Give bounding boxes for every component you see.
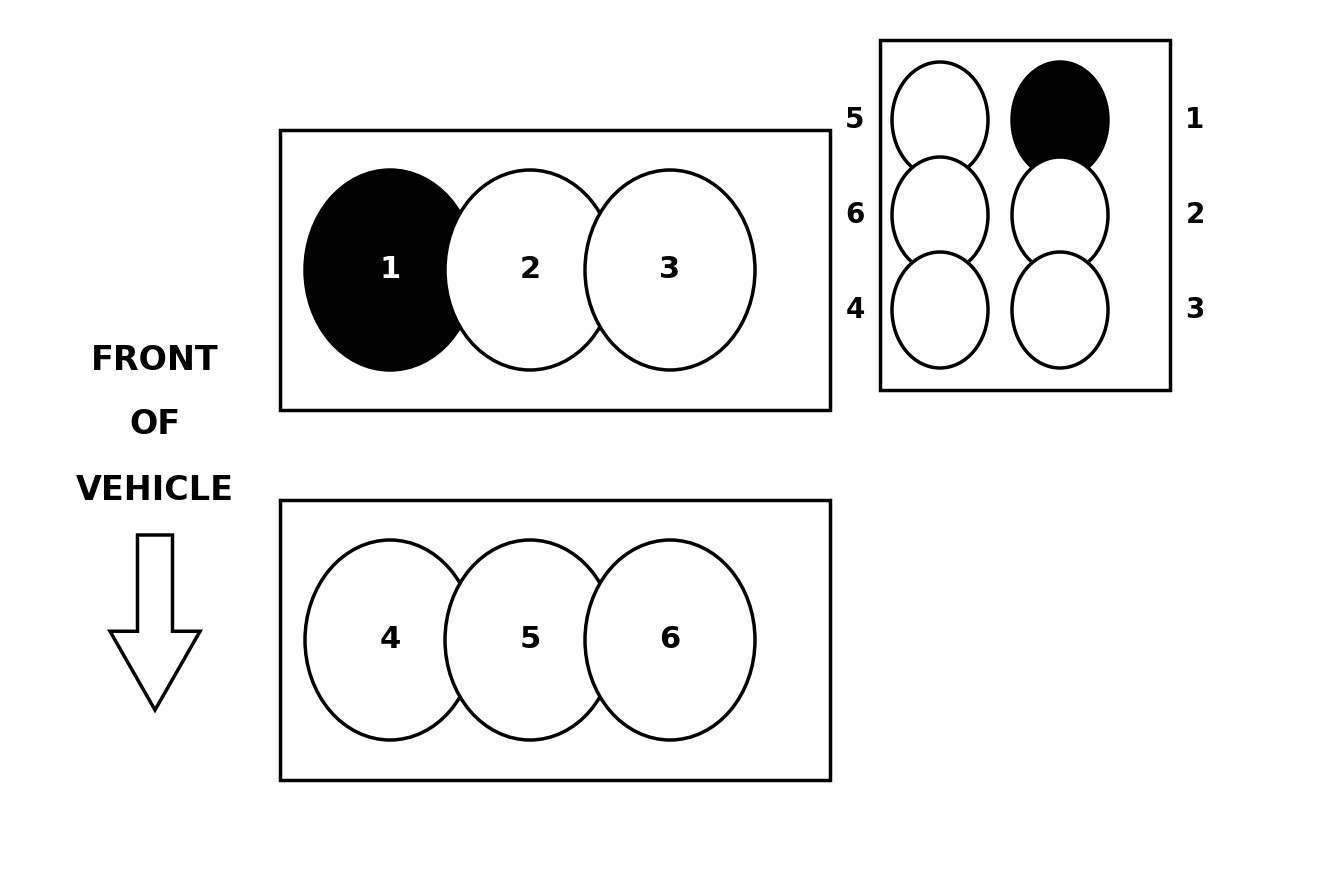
Ellipse shape xyxy=(892,252,988,368)
Ellipse shape xyxy=(1012,252,1108,368)
Text: 2: 2 xyxy=(519,255,540,284)
Bar xyxy=(880,40,1170,390)
Text: OF: OF xyxy=(129,408,181,441)
Ellipse shape xyxy=(585,170,756,370)
Ellipse shape xyxy=(445,540,616,740)
Ellipse shape xyxy=(585,540,756,740)
Text: 1: 1 xyxy=(379,255,400,284)
Text: 4: 4 xyxy=(379,626,400,654)
Text: 3: 3 xyxy=(659,255,680,284)
Bar xyxy=(280,130,830,410)
Ellipse shape xyxy=(1012,157,1108,273)
Ellipse shape xyxy=(305,170,476,370)
Ellipse shape xyxy=(892,157,988,273)
Ellipse shape xyxy=(445,170,616,370)
Text: 5: 5 xyxy=(519,626,540,654)
Bar xyxy=(280,500,830,780)
Text: FRONT: FRONT xyxy=(91,343,219,376)
Ellipse shape xyxy=(1012,62,1108,178)
Text: 5: 5 xyxy=(845,106,865,134)
Text: 6: 6 xyxy=(845,201,865,229)
Text: VEHICLE: VEHICLE xyxy=(77,474,234,507)
Text: 2: 2 xyxy=(1185,201,1205,229)
Text: 4: 4 xyxy=(845,296,865,324)
Ellipse shape xyxy=(305,540,476,740)
Ellipse shape xyxy=(892,62,988,178)
Text: 3: 3 xyxy=(1185,296,1205,324)
Text: 6: 6 xyxy=(659,626,680,654)
Polygon shape xyxy=(110,535,199,710)
Text: 1: 1 xyxy=(1185,106,1205,134)
